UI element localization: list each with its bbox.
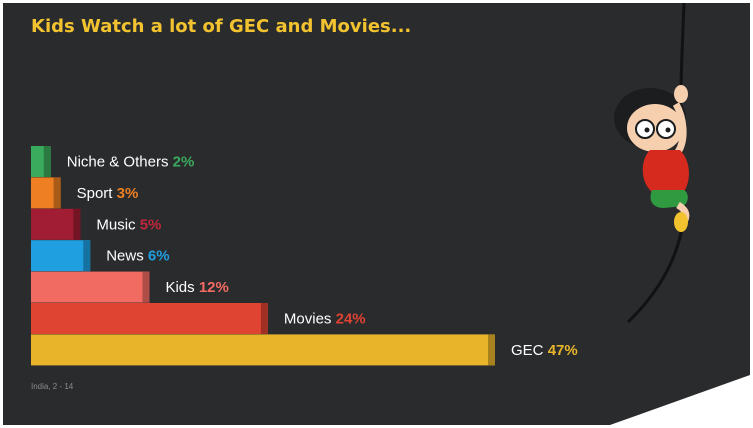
value-label: 2% [173, 154, 195, 171]
value-label: 24% [336, 311, 366, 328]
shoe [674, 212, 688, 232]
boy-climbing-rope-illustration [614, 2, 690, 324]
category-label: Niche & Others [67, 154, 173, 171]
bar-label: Kids 12% [165, 279, 228, 296]
bar-label: GEC 47% [511, 342, 578, 359]
bar-edge [83, 240, 91, 272]
bar-label: Sport 3% [77, 185, 139, 202]
category-label: GEC [511, 342, 548, 359]
page-title: Kids Watch a lot of GEC and Movies... [31, 16, 411, 37]
bar-movies [31, 303, 268, 334]
value-label: 6% [148, 248, 170, 265]
bar-music [31, 208, 81, 240]
face [627, 104, 683, 152]
bar-label: Movies 24% [284, 311, 366, 328]
value-label: 12% [199, 279, 229, 296]
source-note: India, 2 - 14 [31, 382, 74, 391]
bar-edge [73, 208, 81, 240]
bar-label: Niche & Others 2% [67, 154, 195, 171]
arm-top [672, 102, 687, 154]
bar-edge [53, 177, 61, 209]
bar-edge [488, 334, 495, 366]
category-label: Sport [77, 185, 117, 202]
bar-label: Music 5% [96, 216, 161, 233]
bar-news [31, 240, 91, 272]
category-label: Kids [165, 279, 198, 296]
bar-edge [43, 146, 51, 177]
shorts [650, 190, 688, 208]
category-label: Music [96, 216, 139, 233]
bar-edge [142, 271, 150, 303]
value-label: 47% [548, 342, 578, 359]
bar-series: Niche & Others 2% Sport 3% Music 5% News 6%… [31, 146, 578, 366]
bar-edge [260, 303, 268, 334]
category-label: News [106, 248, 148, 265]
bar-kids [31, 271, 150, 303]
category-label: Movies [284, 311, 336, 328]
shirt [642, 150, 689, 192]
eye-left [644, 127, 650, 133]
hand-top [674, 85, 688, 103]
eye-right [665, 127, 671, 133]
value-label: 3% [117, 185, 139, 202]
bar-gec [31, 334, 495, 366]
value-label: 5% [140, 216, 162, 233]
bar-label: News 6% [106, 248, 169, 265]
